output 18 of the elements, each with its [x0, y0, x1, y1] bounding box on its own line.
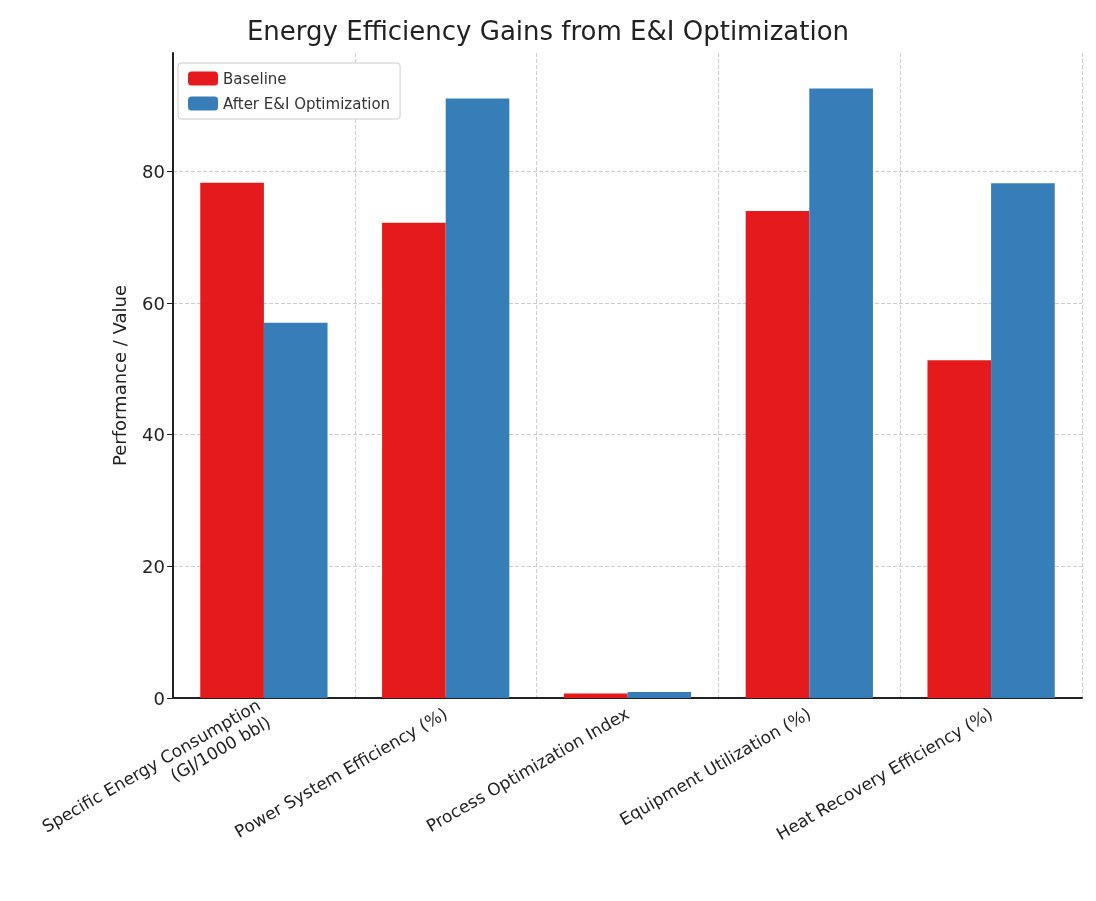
chart-title: Energy Efficiency Gains from E&I Optimization [246, 16, 850, 46]
y-tick-label: 80 [142, 160, 165, 182]
legend-label: Baseline [223, 69, 287, 88]
y-axis-title: Performance / Value [108, 284, 130, 467]
bar [627, 692, 692, 698]
bar [809, 88, 873, 698]
bar [382, 222, 446, 698]
y-tick-label: 60 [142, 292, 165, 314]
bar [200, 182, 264, 698]
y-tick-label: 40 [142, 424, 165, 446]
bar [927, 360, 992, 698]
bar [445, 98, 510, 698]
bar [563, 693, 628, 698]
bar [263, 322, 328, 698]
bar [745, 210, 810, 698]
bar [991, 183, 1055, 698]
y-tick-label: 20 [142, 555, 165, 577]
legend-label: After E&I Optimization [223, 94, 391, 113]
